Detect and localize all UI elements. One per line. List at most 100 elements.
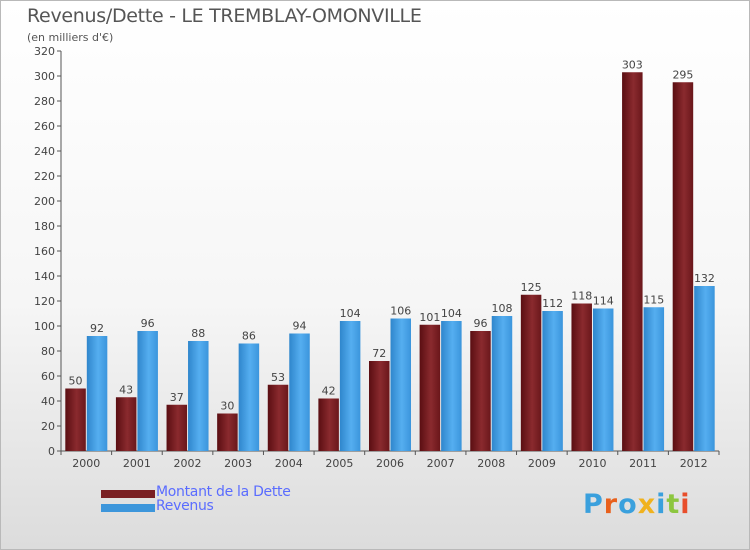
bar-debt [672,82,694,451]
value-label-debt: 37 [170,391,184,404]
bar-revenue [592,308,614,451]
value-label-debt: 30 [220,400,234,413]
value-label-debt: 50 [69,375,83,388]
x-tick-label: 2005 [325,457,353,470]
value-label-debt: 96 [473,317,487,330]
logo-letter: o [618,489,638,520]
value-label-revenue: 112 [542,297,563,310]
value-label-revenue: 114 [593,295,614,308]
bar-debt [622,72,643,451]
x-tick-label: 2012 [680,457,708,470]
bar-revenue [339,321,361,451]
unit-note: (en milliers d'€) [27,31,114,44]
bar-revenue [137,331,158,451]
bar-debt [267,384,289,451]
bar-debt [369,361,390,451]
y-tick-label: 220 [34,170,55,183]
y-tick-label: 200 [34,195,55,208]
bar-revenue [188,341,209,451]
logo-letter: i [680,489,691,520]
x-tick-label: 2000 [72,457,100,470]
x-tick-label: 2001 [123,457,151,470]
x-tick-label: 2007 [427,457,455,470]
bar-debt [217,413,238,451]
y-tick-label: 320 [34,45,55,58]
value-label-revenue: 94 [293,320,307,333]
y-tick-label: 140 [34,270,55,283]
bar-debt [571,303,592,451]
bar-revenue [86,336,108,451]
y-tick-label: 60 [41,370,55,383]
value-label-debt: 303 [622,58,643,71]
bar-revenue [491,316,513,451]
value-label-debt: 72 [372,347,386,360]
y-tick-label: 180 [34,220,55,233]
proxiti-logo: Proxiti [583,489,691,520]
legend-label-debt: Montant de la Dette [156,484,291,500]
value-label-revenue: 104 [441,307,462,320]
bar-debt [115,397,137,451]
bars [65,72,715,451]
bar-debt [318,398,339,451]
value-label-revenue: 104 [340,307,361,320]
value-label-revenue: 106 [390,305,411,318]
y-tick-label: 160 [34,245,55,258]
y-tick-label: 40 [41,395,55,408]
value-label-debt: 118 [571,290,592,303]
x-tick-label: 2002 [174,457,202,470]
bar-revenue [441,321,462,451]
legend-swatch-debt [101,490,155,498]
logo-letter: t [666,489,681,520]
bar-revenue [542,311,563,451]
bar-debt [419,324,441,451]
x-tick-label: 2003 [224,457,252,470]
x-tick-label: 2010 [578,457,606,470]
bar-debt [65,388,86,451]
data-labels: 50 43 37 30 53 42 72 101 96 125 118 303 295 92 96 88 86 9… [69,58,715,412]
x-tick-label: 2004 [275,457,303,470]
bar-revenue [390,318,411,451]
y-tick-label: 120 [34,295,55,308]
logo-letter: x [637,489,657,520]
y-tick-label: 80 [41,345,55,358]
value-label-revenue: 86 [242,330,256,343]
logo-letter: P [583,489,604,520]
bar-debt [166,404,188,451]
legend-label-revenue: Revenus [156,498,214,514]
value-label-revenue: 96 [141,317,155,330]
chart-title: Revenus/Dette - LE TREMBLAY-OMONVILLE [27,5,422,27]
bar-revenue [238,343,260,451]
bar-revenue [643,307,665,451]
y-tick-label: 260 [34,120,55,133]
x-tick-label: 2006 [376,457,404,470]
y-tick-label: 0 [48,445,55,458]
x-tick-label: 2011 [629,457,657,470]
value-label-revenue: 115 [643,293,664,306]
value-label-revenue: 132 [694,272,715,285]
value-label-debt: 125 [521,281,542,294]
bar-revenue [289,333,310,451]
value-label-debt: 53 [271,371,285,384]
x-tick-label: 2009 [528,457,556,470]
y-tick-label: 280 [34,95,55,108]
bar-debt [470,331,491,451]
value-label-debt: 295 [672,68,693,81]
y-tick-label: 20 [41,420,55,433]
bar-revenue [694,286,715,451]
logo-letter: i [656,489,667,520]
y-tick-label: 240 [34,145,55,158]
value-label-revenue: 88 [191,327,205,340]
y-tick-label: 300 [34,70,55,83]
value-label-revenue: 92 [90,322,104,335]
value-label-debt: 43 [119,383,133,396]
y-tick-label: 100 [34,320,55,333]
logo-letter: r [603,489,619,520]
x-tick-label: 2008 [477,457,505,470]
value-label-debt: 101 [419,311,440,324]
legend-swatch-revenue [101,504,155,512]
value-label-revenue: 108 [491,302,512,315]
value-label-debt: 42 [322,385,336,398]
bar-debt [520,294,542,451]
